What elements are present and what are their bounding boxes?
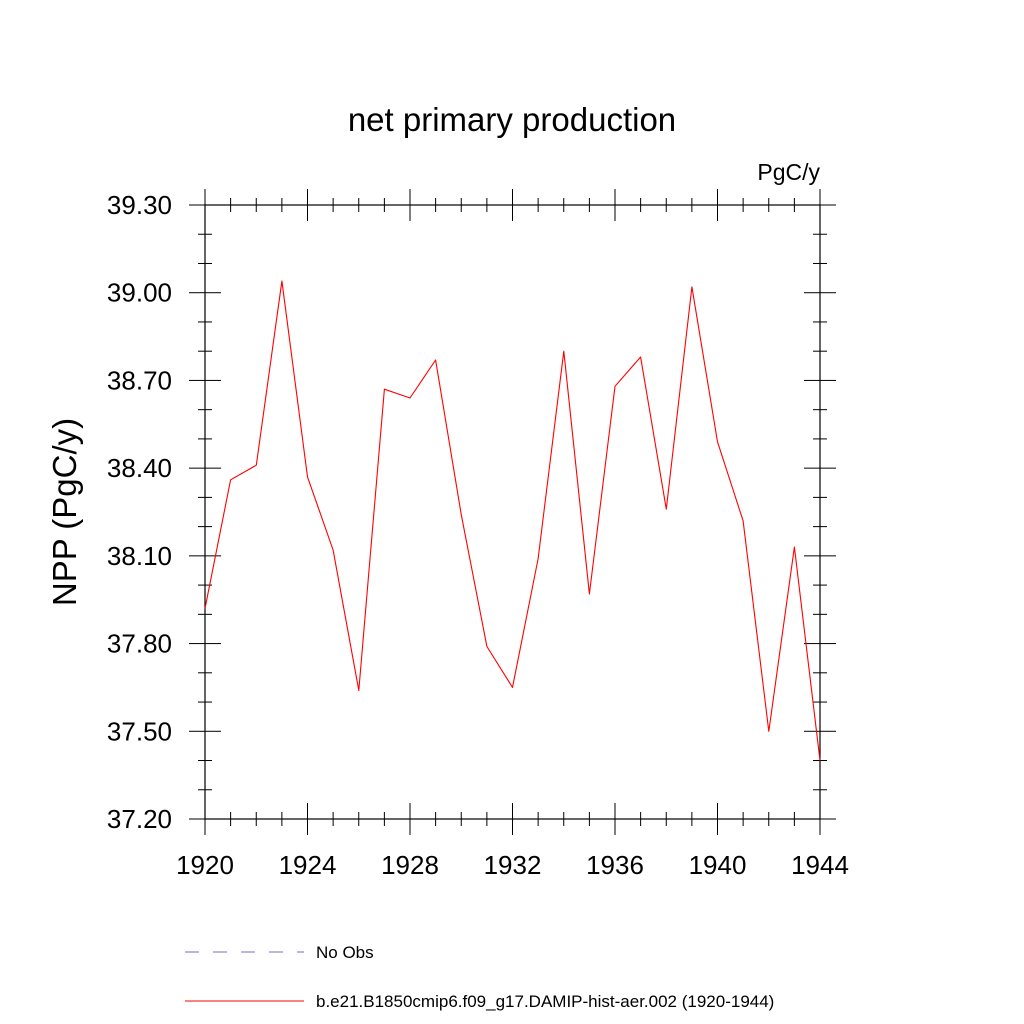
x-tick-label: 1920 [176,850,234,880]
y-tick-label: 38.70 [107,365,172,395]
series-line [204,280,821,761]
y-tick-label: 38.10 [107,541,172,571]
legend: No Obs b.e21.B1850cmip6.f09_g17.DAMIP-his… [185,943,774,1011]
y-tick-label: 37.50 [107,716,172,746]
x-tick-label: 1928 [381,850,439,880]
plot-frame [204,204,821,820]
legend-label: b.e21.B1850cmip6.f09_g17.DAMIP-hist-aer.… [316,992,774,1011]
x-tick-label: 1936 [586,850,644,880]
x-tick-labels: 1920 1924 1928 1932 1936 1940 1944 [176,850,849,880]
y-tick-label: 37.20 [107,804,172,834]
legend-label: No Obs [316,943,374,962]
y-tick-label: 39.00 [107,278,172,308]
chart-title: net primary production [348,101,676,138]
x-tick-label: 1940 [689,850,747,880]
y-tick-label: 37.80 [107,629,172,659]
axis-ticks [189,189,836,835]
units-label: PgC/y [757,159,820,185]
x-tick-label: 1932 [484,850,542,880]
y-tick-labels: 37.20 37.50 37.80 38.10 38.40 38.70 39.00 39.30 [107,190,172,834]
y-tick-label: 38.40 [107,453,172,483]
y-axis-label: NPP (PgC/y) [46,418,83,606]
x-tick-label: 1924 [279,850,337,880]
x-tick-label: 1944 [791,850,849,880]
y-tick-label: 39.30 [107,190,172,220]
series-lines [204,280,821,761]
